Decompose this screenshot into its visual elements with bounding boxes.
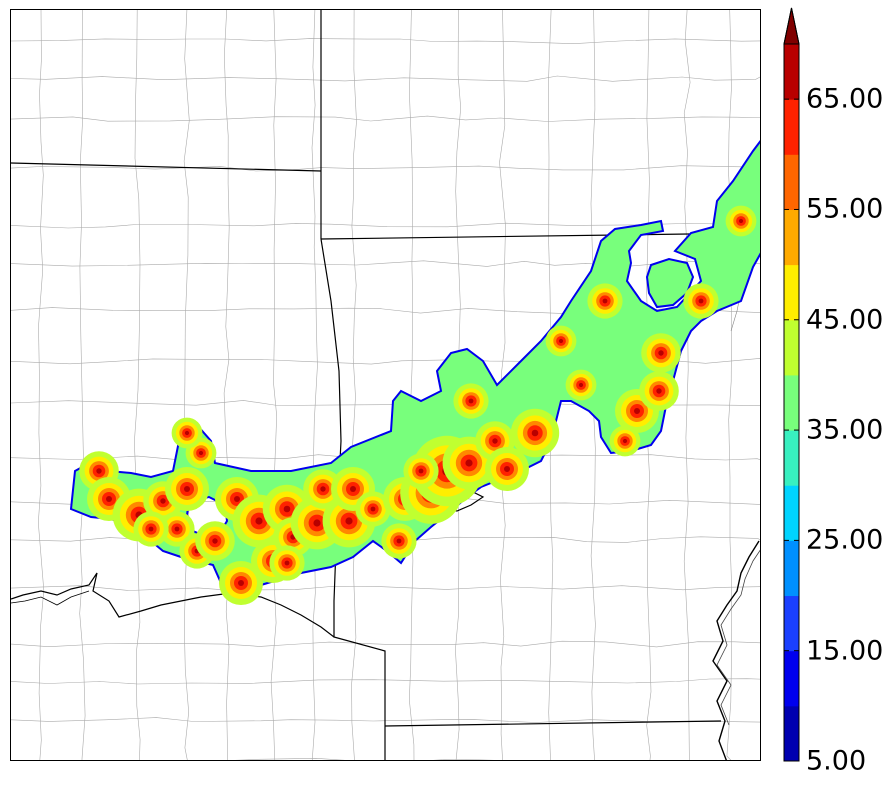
reflectivity-cell [602, 298, 608, 304]
colorbar-tick-label: 35.00 [806, 414, 884, 446]
reflectivity-cell [234, 496, 240, 502]
colorbar-band [784, 595, 799, 652]
county-line [408, 10, 415, 760]
county-line [270, 10, 278, 760]
reflectivity-cell [148, 526, 154, 532]
county-line [11, 585, 760, 591]
colorbar-band [784, 650, 799, 707]
county-line [11, 678, 760, 685]
county-line [235, 757, 494, 760]
reflectivity-cell [656, 388, 662, 394]
map-canvas [11, 10, 760, 760]
reflectivity-cell [492, 438, 498, 444]
colorbar-band [784, 374, 799, 431]
reflectivity-cell [212, 538, 218, 544]
colorbar-band [784, 319, 799, 376]
county-line [79, 10, 86, 760]
reflectivity-cell [184, 486, 190, 492]
county-line [133, 10, 141, 760]
colorbar-bands [783, 7, 800, 762]
colorbar-band [784, 430, 799, 486]
reflectivity-cell [320, 486, 326, 492]
reflectivity-cell [658, 350, 664, 356]
reflectivity-cell [160, 498, 166, 504]
colorbar-band [784, 209, 799, 266]
reflectivity-cell [313, 519, 321, 527]
county-line [11, 75, 760, 82]
reflectivity-cell [198, 450, 204, 456]
reflectivity-cell [418, 468, 424, 474]
reflectivity-field [69, 140, 760, 605]
reflectivity-cell [558, 338, 564, 344]
reflectivity-cell [531, 429, 539, 437]
reflectivity-cell [283, 505, 291, 513]
county-line [223, 10, 230, 760]
reflectivity-cell [465, 459, 473, 467]
reflectivity-cell [238, 580, 244, 586]
county-line [11, 165, 760, 172]
reflectivity-cell [96, 468, 102, 474]
colorbar-tick-label: 65.00 [806, 83, 884, 115]
county-line [11, 260, 760, 267]
county-line [183, 10, 190, 760]
colorbar-band [784, 264, 799, 321]
reflectivity-cell [578, 382, 584, 388]
reflectivity-cell [622, 438, 628, 444]
reflectivity-cell [284, 560, 290, 566]
reflectivity-cell [106, 496, 112, 502]
colorbar-extend-arrow [783, 7, 800, 45]
reflectivity-cell [634, 408, 640, 414]
county-line [351, 10, 357, 760]
county-line [11, 115, 760, 122]
reflectivity-cell [370, 506, 376, 512]
county-line [11, 38, 760, 45]
colorbar-tick-label: 45.00 [806, 304, 884, 336]
county-line [726, 10, 733, 760]
colorbar-ticks [784, 98, 799, 762]
reflectivity-cell [174, 526, 180, 532]
colorbar-band [784, 44, 799, 100]
reflectivity-cell [468, 398, 474, 404]
reflectivity-cells [79, 205, 757, 605]
county-line [11, 640, 760, 648]
reflectivity-cell [738, 218, 744, 224]
colorbar-band [784, 540, 799, 597]
reflectivity-cell [345, 517, 353, 525]
colorbar-band [784, 99, 799, 155]
colorbar-tick-label: 55.00 [806, 193, 884, 225]
colorbar [783, 7, 800, 762]
county-line [683, 10, 691, 760]
reflectivity-cell [396, 538, 402, 544]
colorbar-band [784, 154, 799, 210]
colorbar-tick-label: 5.00 [806, 745, 867, 777]
reflectivity-cell [184, 430, 190, 436]
colorbar-band [784, 485, 799, 541]
reflectivity-cell [504, 466, 510, 472]
colorbar-tick-label: 15.00 [806, 635, 884, 667]
county-line [37, 10, 45, 760]
state-boundaries [11, 10, 760, 760]
colorbar-band [784, 705, 799, 762]
reflectivity-cell [255, 517, 263, 525]
colorbar-tick-label: 25.00 [806, 524, 884, 556]
reflectivity-cell [350, 486, 356, 492]
colorbar-outline [783, 7, 800, 762]
radar-map [10, 9, 761, 761]
county-line [311, 10, 318, 760]
reflectivity-cell [698, 298, 704, 304]
